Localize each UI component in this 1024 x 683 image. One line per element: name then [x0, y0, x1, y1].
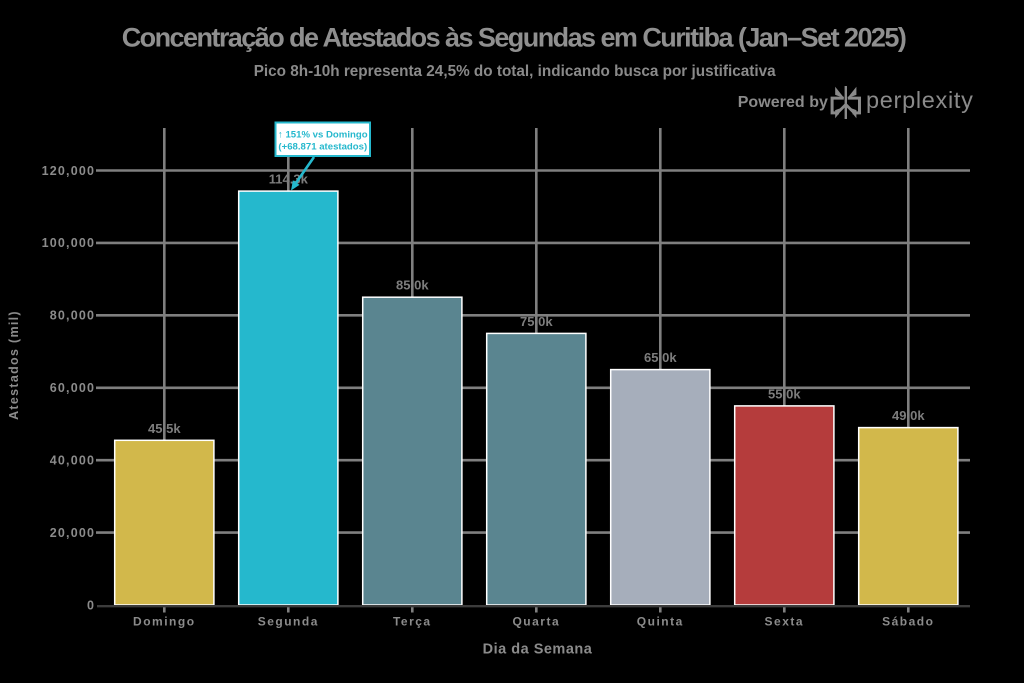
svg-text:Sábado: Sábado	[882, 615, 934, 629]
svg-text:85.0k: 85.0k	[396, 278, 429, 293]
svg-text:Sexta: Sexta	[765, 615, 805, 629]
svg-text:120,000: 120,000	[42, 164, 96, 178]
svg-text:55.0k: 55.0k	[768, 386, 801, 401]
svg-text:60,000: 60,000	[50, 381, 95, 395]
svg-text:100,000: 100,000	[42, 236, 96, 250]
svg-text:Pico 8h-10h representa 24,5% d: Pico 8h-10h representa 24,5% do total, i…	[254, 63, 776, 80]
svg-text:Domingo: Domingo	[133, 615, 196, 629]
svg-text:45.5k: 45.5k	[148, 421, 181, 436]
svg-text:Quarta: Quarta	[512, 615, 560, 629]
svg-text:65.0k: 65.0k	[644, 350, 677, 365]
svg-text:Dia da Semana: Dia da Semana	[483, 642, 593, 658]
svg-text:(+68.871 atestados): (+68.871 atestados)	[278, 142, 367, 153]
svg-text:40,000: 40,000	[50, 454, 95, 468]
svg-text:↑ 151% vs Domingo: ↑ 151% vs Domingo	[278, 129, 368, 140]
svg-text:114.3k: 114.3k	[269, 172, 309, 187]
svg-text:75.0k: 75.0k	[520, 314, 553, 329]
svg-text:Powered by: Powered by	[738, 94, 828, 111]
svg-text:80,000: 80,000	[50, 309, 95, 323]
svg-text:Atestados (mil): Atestados (mil)	[7, 310, 21, 420]
svg-text:Concentração de Atestados às S: Concentração de Atestados às Segundas em…	[122, 23, 906, 53]
svg-text:perplexity: perplexity	[866, 87, 974, 113]
svg-text:49.0k: 49.0k	[892, 408, 925, 423]
svg-text:Quinta: Quinta	[637, 615, 684, 629]
svg-text:0: 0	[87, 598, 95, 612]
svg-text:Segunda: Segunda	[258, 615, 319, 629]
svg-text:Terça: Terça	[393, 615, 432, 629]
svg-text:20,000: 20,000	[50, 526, 95, 540]
